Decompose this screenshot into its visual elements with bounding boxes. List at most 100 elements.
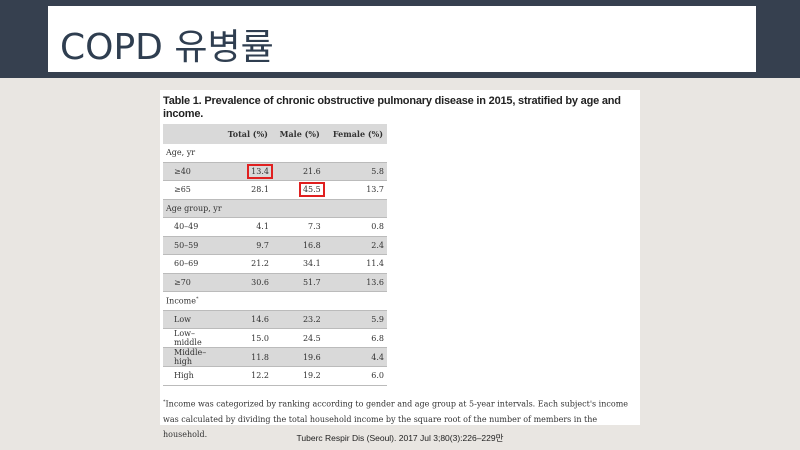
section-label: Age, yr [166, 148, 196, 158]
cell-value: 12.2 [220, 366, 272, 386]
cell-value: 5.8 [323, 162, 387, 181]
column-header: Female (%) [323, 124, 387, 144]
table-row: Low–middle 15.0 24.5 6.8 [163, 328, 387, 348]
cell-value: 6.8 [323, 328, 387, 348]
cell-value: 16.8 [271, 236, 324, 255]
cell-value: 14.6 [220, 310, 272, 329]
value: 51.7 [302, 277, 321, 287]
row-label: ≥40 [163, 162, 220, 181]
cell-value: 30.6 [220, 273, 272, 292]
value: 2.4 [371, 240, 384, 250]
highlighted-value: 45.5 [298, 182, 325, 198]
cell-value: 51.7 [271, 273, 324, 292]
cell-value: 19.2 [271, 366, 324, 386]
value: 12.2 [251, 371, 269, 381]
cell-value: 6.0 [323, 366, 387, 386]
value: 15.0 [251, 333, 269, 343]
cell-value: 9.7 [220, 236, 272, 255]
value: 0.8 [371, 222, 384, 232]
row-label: Low [163, 310, 220, 329]
value: 23.2 [302, 314, 321, 324]
value: 19.6 [302, 352, 321, 362]
table-row: Income* [163, 291, 387, 311]
value: 6.0 [371, 371, 384, 381]
value: 30.6 [251, 277, 269, 287]
cell-value: 28.1 [220, 180, 272, 200]
value: 6.8 [371, 333, 384, 343]
table-row: Low 14.6 23.2 5.9 [163, 310, 387, 329]
table-row: Age, yr [163, 144, 387, 163]
table-row: 60–69 21.2 34.1 11.4 [163, 254, 387, 274]
cell-value: 11.4 [323, 254, 387, 274]
cell-value: 45.5 [271, 180, 325, 200]
title-box: COPD 유병률 [48, 6, 756, 72]
cell-value: 7.3 [271, 217, 324, 237]
slide-title: COPD 유병률 [60, 27, 274, 68]
row-label: 60–69 [163, 254, 220, 274]
row-label: ≥65 [163, 180, 220, 200]
table-row: Middle–high 11.8 19.6 4.4 [163, 347, 387, 367]
table-row: Age group, yr [163, 199, 387, 218]
cell-value: 15.0 [220, 328, 272, 348]
source-citation: Tuberc Respir Dis (Seoul). 2017 Jul 3;80… [296, 433, 504, 443]
table-row: 40–49 4.1 7.3 0.8 [163, 217, 387, 237]
table-panel: Table 1. Prevalence of chronic obstructi… [160, 90, 640, 439]
row-label: Middle–high [163, 347, 220, 367]
row-label: High [163, 366, 220, 386]
column-header: Total (%) [220, 124, 272, 144]
value: 11.8 [251, 352, 269, 362]
cell-value: 13.6 [323, 273, 387, 292]
table-caption: Table 1. Prevalence of chronic obstructi… [163, 95, 621, 120]
value: 28.1 [251, 185, 269, 195]
value: 14.6 [251, 314, 269, 324]
cell-value: 4.1 [220, 217, 272, 237]
cell-value: 11.8 [220, 347, 272, 367]
row-label: ≥70 [163, 273, 220, 292]
value: 16.8 [302, 240, 321, 250]
highlighted-value: 13.4 [247, 163, 273, 179]
value: 4.4 [371, 352, 384, 362]
cell-value: 34.1 [271, 254, 324, 274]
cell-value: 19.6 [271, 347, 324, 367]
value: 21.6 [302, 166, 321, 176]
footnote-mark: * [163, 399, 166, 405]
cell-value: 21.2 [220, 254, 272, 274]
table-row: 50–59 9.7 16.8 2.4 [163, 236, 387, 255]
cell-value: 0.8 [323, 217, 387, 237]
table-row: ≥70 30.6 51.7 13.6 [163, 273, 387, 292]
footnote-text: Income was categorized by ranking accord… [163, 399, 629, 439]
table-row: ≥40 13.4 21.6 5.8 [163, 162, 387, 181]
footnote-mark: * [195, 295, 199, 302]
cell-value: 4.4 [323, 347, 387, 367]
value: 5.8 [371, 166, 384, 176]
section-cell: Age, yr [163, 144, 387, 163]
section-cell: Age group, yr [163, 199, 387, 218]
row-label: Low–middle [163, 328, 220, 348]
value: 5.9 [371, 314, 384, 324]
value: 7.3 [308, 222, 321, 232]
cell-value: 24.5 [271, 328, 324, 348]
prevalence-table: Total (%) Male (%) Female (%) Age, yr ≥40 13… [163, 124, 387, 386]
section-label: Income [166, 296, 196, 306]
cell-value: 5.9 [323, 310, 387, 329]
cell-value: 2.4 [323, 236, 387, 255]
value: 13.7 [366, 185, 384, 195]
column-header [163, 124, 220, 144]
cell-value: 13.7 [323, 180, 387, 200]
footnote: *Income was categorized by ranking accor… [163, 395, 633, 442]
cell-value: 13.4 [220, 162, 273, 181]
value: 4.1 [256, 222, 269, 232]
value: 21.2 [251, 259, 269, 269]
row-label: 50–59 [163, 236, 220, 255]
section-cell: Income* [163, 291, 387, 311]
value: 24.5 [302, 333, 321, 343]
value: 34.1 [302, 259, 321, 269]
section-label: Age group, yr [166, 203, 222, 213]
value: 11.4 [366, 259, 384, 269]
cell-value: 21.6 [271, 162, 324, 181]
table-row: ≥65 28.1 45.5 13.7 [163, 180, 387, 200]
value: 19.2 [302, 371, 321, 381]
cell-value: 23.2 [271, 310, 324, 329]
value: 13.6 [366, 277, 384, 287]
value: 9.7 [256, 240, 269, 250]
